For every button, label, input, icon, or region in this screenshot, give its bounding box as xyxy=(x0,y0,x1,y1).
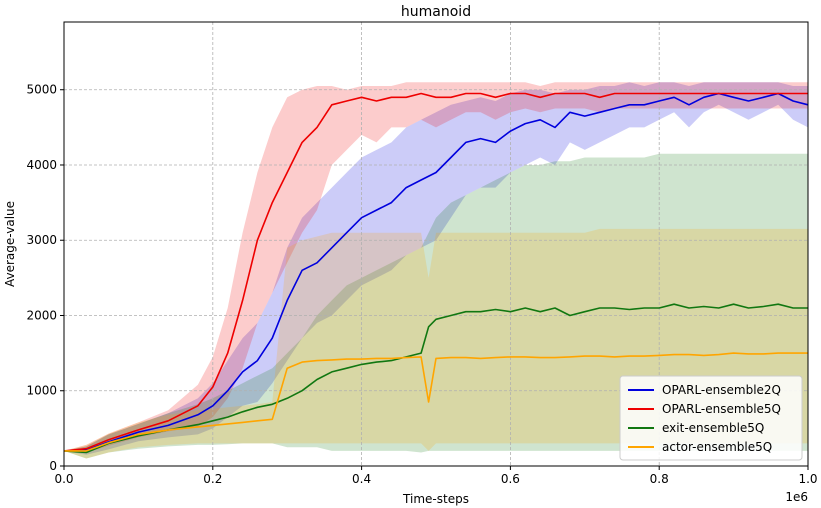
series-line-0 xyxy=(63,92,809,452)
x-axis-ticks: 0.0 0.2 0.4 0.6 0.8 1.0 xyxy=(54,466,818,486)
y-tick-label-2: 2000 xyxy=(26,308,57,322)
x-tick-label-2: 0.4 xyxy=(352,472,371,486)
legend-box xyxy=(619,375,803,461)
y-tick-label-0: 0 xyxy=(49,459,57,473)
plot-frame xyxy=(63,21,809,467)
y-tick-label-1: 1000 xyxy=(26,384,57,398)
legend-label-0: OPARL-ensemble2Q xyxy=(662,383,781,397)
legend-label-3: actor-ensemble5Q xyxy=(662,440,772,454)
x-tick-label-0: 0.0 xyxy=(54,472,73,486)
x-tick-label-4: 0.8 xyxy=(650,472,669,486)
y-tick-label-3: 3000 xyxy=(26,233,57,247)
x-tick-label-3: 0.6 xyxy=(501,472,520,486)
legend-label-1: OPARL-ensemble5Q xyxy=(662,402,781,416)
x-tick-label-5: 1.0 xyxy=(798,472,817,486)
series-line-2 xyxy=(63,303,808,454)
y-axis-ticks: 0 1000 2000 3000 4000 5000 xyxy=(26,83,64,473)
series-line-1 xyxy=(63,92,808,452)
y-tick-label-4: 4000 xyxy=(26,158,57,172)
y-tick-label-5: 5000 xyxy=(26,83,57,97)
series-lines xyxy=(63,92,809,454)
legend-label-2: exit-ensemble5Q xyxy=(662,421,764,435)
x-axis-label: Time-steps xyxy=(402,492,469,506)
band-series-0 xyxy=(64,82,808,455)
x-axis-offset-label: 1e6 xyxy=(785,490,808,504)
legend: OPARL-ensemble2Q OPARL-ensemble5Q exit-ens… xyxy=(619,375,803,461)
x-tick-label-1: 0.2 xyxy=(203,472,222,486)
y-axis-label: Average-value xyxy=(3,201,17,287)
chart-title: humanoid xyxy=(401,4,471,20)
series-line-3 xyxy=(64,352,808,452)
